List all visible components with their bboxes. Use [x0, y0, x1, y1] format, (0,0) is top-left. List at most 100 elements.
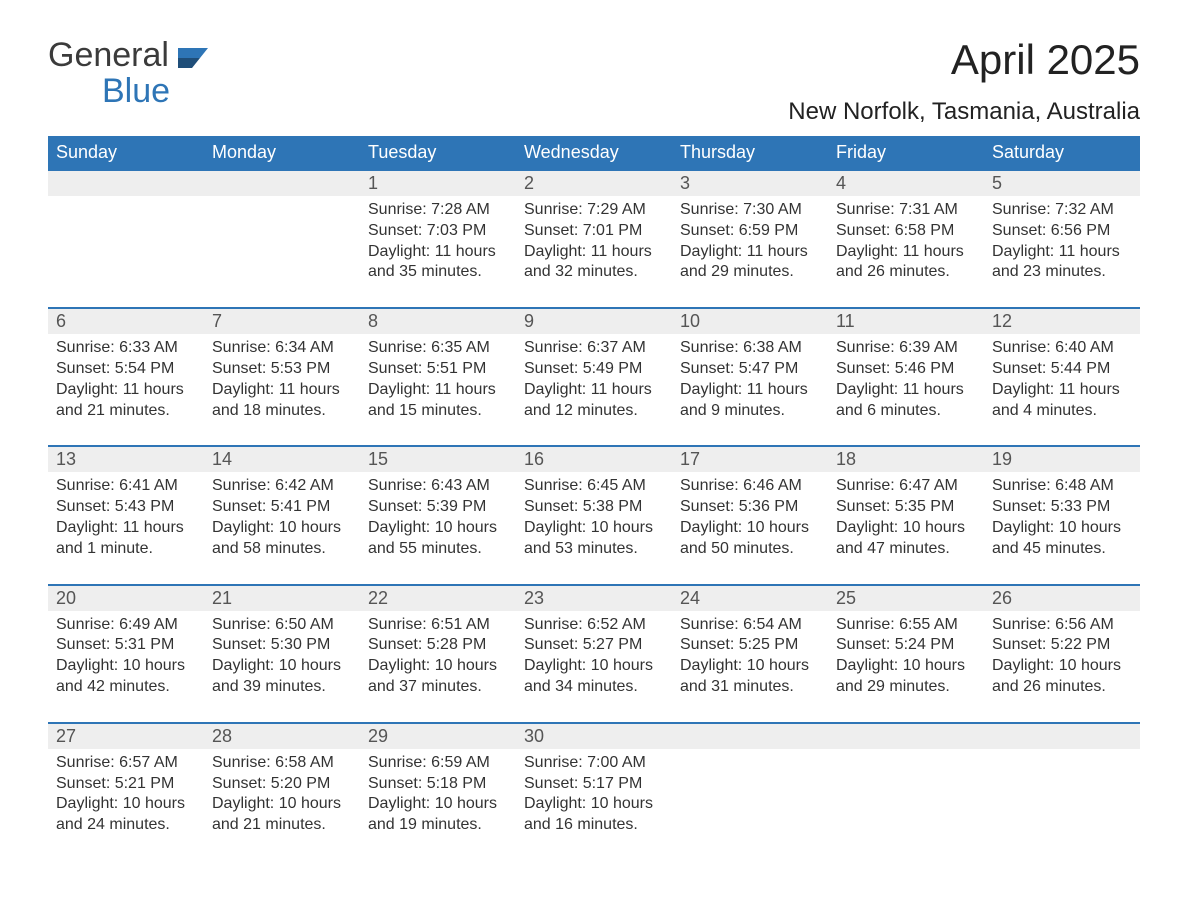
day-content: Sunrise: 6:33 AMSunset: 5:54 PMDaylight:… — [48, 334, 204, 445]
calendar-day-cell: 17Sunrise: 6:46 AMSunset: 5:36 PMDayligh… — [672, 446, 828, 584]
calendar-day-cell — [204, 170, 360, 308]
calendar-day-cell: 29Sunrise: 6:59 AMSunset: 5:18 PMDayligh… — [360, 723, 516, 860]
weekday-header: Friday — [828, 136, 984, 170]
day-number: 30 — [516, 724, 672, 749]
day-number — [204, 171, 360, 196]
calendar-day-cell: 27Sunrise: 6:57 AMSunset: 5:21 PMDayligh… — [48, 723, 204, 860]
day-content: Sunrise: 7:31 AMSunset: 6:58 PMDaylight:… — [828, 196, 984, 307]
calendar-day-cell — [48, 170, 204, 308]
weekday-header-row: SundayMondayTuesdayWednesdayThursdayFrid… — [48, 136, 1140, 170]
calendar-day-cell: 9Sunrise: 6:37 AMSunset: 5:49 PMDaylight… — [516, 308, 672, 446]
calendar-day-cell: 28Sunrise: 6:58 AMSunset: 5:20 PMDayligh… — [204, 723, 360, 860]
logo-flag-icon — [178, 44, 214, 68]
calendar-day-cell: 8Sunrise: 6:35 AMSunset: 5:51 PMDaylight… — [360, 308, 516, 446]
calendar-day-cell: 2Sunrise: 7:29 AMSunset: 7:01 PMDaylight… — [516, 170, 672, 308]
calendar-day-cell: 25Sunrise: 6:55 AMSunset: 5:24 PMDayligh… — [828, 585, 984, 723]
day-content: Sunrise: 6:50 AMSunset: 5:30 PMDaylight:… — [204, 611, 360, 722]
calendar-body: 1Sunrise: 7:28 AMSunset: 7:03 PMDaylight… — [48, 170, 1140, 860]
calendar-day-cell: 12Sunrise: 6:40 AMSunset: 5:44 PMDayligh… — [984, 308, 1140, 446]
day-number: 9 — [516, 309, 672, 334]
day-number — [48, 171, 204, 196]
calendar-day-cell: 11Sunrise: 6:39 AMSunset: 5:46 PMDayligh… — [828, 308, 984, 446]
calendar-day-cell: 6Sunrise: 6:33 AMSunset: 5:54 PMDaylight… — [48, 308, 204, 446]
day-number: 16 — [516, 447, 672, 472]
calendar-day-cell: 21Sunrise: 6:50 AMSunset: 5:30 PMDayligh… — [204, 585, 360, 723]
calendar-day-cell: 5Sunrise: 7:32 AMSunset: 6:56 PMDaylight… — [984, 170, 1140, 308]
calendar-day-cell — [828, 723, 984, 860]
day-number: 28 — [204, 724, 360, 749]
day-number: 11 — [828, 309, 984, 334]
day-number: 15 — [360, 447, 516, 472]
day-content: Sunrise: 6:46 AMSunset: 5:36 PMDaylight:… — [672, 472, 828, 583]
calendar-day-cell: 22Sunrise: 6:51 AMSunset: 5:28 PMDayligh… — [360, 585, 516, 723]
day-content: Sunrise: 6:38 AMSunset: 5:47 PMDaylight:… — [672, 334, 828, 445]
month-title: April 2025 — [788, 36, 1140, 84]
day-number: 17 — [672, 447, 828, 472]
logo-text: General Blue — [48, 36, 214, 109]
weekday-header: Tuesday — [360, 136, 516, 170]
day-number: 20 — [48, 586, 204, 611]
day-content: Sunrise: 6:47 AMSunset: 5:35 PMDaylight:… — [828, 472, 984, 583]
day-number: 6 — [48, 309, 204, 334]
day-content: Sunrise: 6:58 AMSunset: 5:20 PMDaylight:… — [204, 749, 360, 860]
day-content — [828, 749, 984, 859]
calendar-day-cell: 3Sunrise: 7:30 AMSunset: 6:59 PMDaylight… — [672, 170, 828, 308]
day-content: Sunrise: 6:55 AMSunset: 5:24 PMDaylight:… — [828, 611, 984, 722]
day-content: Sunrise: 6:57 AMSunset: 5:21 PMDaylight:… — [48, 749, 204, 860]
day-number: 27 — [48, 724, 204, 749]
calendar-day-cell: 18Sunrise: 6:47 AMSunset: 5:35 PMDayligh… — [828, 446, 984, 584]
location-text: New Norfolk, Tasmania, Australia — [788, 98, 1140, 126]
calendar-day-cell — [672, 723, 828, 860]
day-content: Sunrise: 6:49 AMSunset: 5:31 PMDaylight:… — [48, 611, 204, 722]
calendar-week-row: 13Sunrise: 6:41 AMSunset: 5:43 PMDayligh… — [48, 446, 1140, 584]
weekday-header: Sunday — [48, 136, 204, 170]
calendar-day-cell: 26Sunrise: 6:56 AMSunset: 5:22 PMDayligh… — [984, 585, 1140, 723]
day-content — [48, 196, 204, 306]
calendar-table: SundayMondayTuesdayWednesdayThursdayFrid… — [48, 136, 1140, 860]
day-content — [204, 196, 360, 306]
day-content: Sunrise: 6:34 AMSunset: 5:53 PMDaylight:… — [204, 334, 360, 445]
day-number — [828, 724, 984, 749]
calendar-day-cell — [984, 723, 1140, 860]
logo-word1: General — [48, 36, 169, 74]
day-number: 5 — [984, 171, 1140, 196]
day-content: Sunrise: 7:00 AMSunset: 5:17 PMDaylight:… — [516, 749, 672, 860]
calendar-week-row: 27Sunrise: 6:57 AMSunset: 5:21 PMDayligh… — [48, 723, 1140, 860]
day-content: Sunrise: 7:32 AMSunset: 6:56 PMDaylight:… — [984, 196, 1140, 307]
day-content: Sunrise: 6:40 AMSunset: 5:44 PMDaylight:… — [984, 334, 1140, 445]
day-content: Sunrise: 6:42 AMSunset: 5:41 PMDaylight:… — [204, 472, 360, 583]
calendar-day-cell: 4Sunrise: 7:31 AMSunset: 6:58 PMDaylight… — [828, 170, 984, 308]
day-number — [984, 724, 1140, 749]
day-content — [672, 749, 828, 859]
day-content: Sunrise: 7:30 AMSunset: 6:59 PMDaylight:… — [672, 196, 828, 307]
day-number: 1 — [360, 171, 516, 196]
weekday-header: Monday — [204, 136, 360, 170]
day-content: Sunrise: 6:52 AMSunset: 5:27 PMDaylight:… — [516, 611, 672, 722]
day-number: 22 — [360, 586, 516, 611]
weekday-header: Thursday — [672, 136, 828, 170]
calendar-week-row: 1Sunrise: 7:28 AMSunset: 7:03 PMDaylight… — [48, 170, 1140, 308]
calendar-day-cell: 1Sunrise: 7:28 AMSunset: 7:03 PMDaylight… — [360, 170, 516, 308]
day-number: 7 — [204, 309, 360, 334]
day-number: 21 — [204, 586, 360, 611]
day-content: Sunrise: 6:35 AMSunset: 5:51 PMDaylight:… — [360, 334, 516, 445]
day-number: 19 — [984, 447, 1140, 472]
day-content: Sunrise: 6:39 AMSunset: 5:46 PMDaylight:… — [828, 334, 984, 445]
day-content: Sunrise: 6:56 AMSunset: 5:22 PMDaylight:… — [984, 611, 1140, 722]
calendar-day-cell: 7Sunrise: 6:34 AMSunset: 5:53 PMDaylight… — [204, 308, 360, 446]
day-content: Sunrise: 6:59 AMSunset: 5:18 PMDaylight:… — [360, 749, 516, 860]
weekday-header: Wednesday — [516, 136, 672, 170]
day-number: 2 — [516, 171, 672, 196]
day-content: Sunrise: 6:51 AMSunset: 5:28 PMDaylight:… — [360, 611, 516, 722]
day-number: 8 — [360, 309, 516, 334]
calendar-day-cell: 13Sunrise: 6:41 AMSunset: 5:43 PMDayligh… — [48, 446, 204, 584]
calendar-day-cell: 10Sunrise: 6:38 AMSunset: 5:47 PMDayligh… — [672, 308, 828, 446]
day-content: Sunrise: 6:37 AMSunset: 5:49 PMDaylight:… — [516, 334, 672, 445]
header: General Blue April 2025 New Norfolk, Tas… — [48, 36, 1140, 126]
day-number: 24 — [672, 586, 828, 611]
day-content: Sunrise: 7:28 AMSunset: 7:03 PMDaylight:… — [360, 196, 516, 307]
day-number: 4 — [828, 171, 984, 196]
calendar-day-cell: 23Sunrise: 6:52 AMSunset: 5:27 PMDayligh… — [516, 585, 672, 723]
day-content: Sunrise: 6:41 AMSunset: 5:43 PMDaylight:… — [48, 472, 204, 583]
day-content: Sunrise: 6:54 AMSunset: 5:25 PMDaylight:… — [672, 611, 828, 722]
